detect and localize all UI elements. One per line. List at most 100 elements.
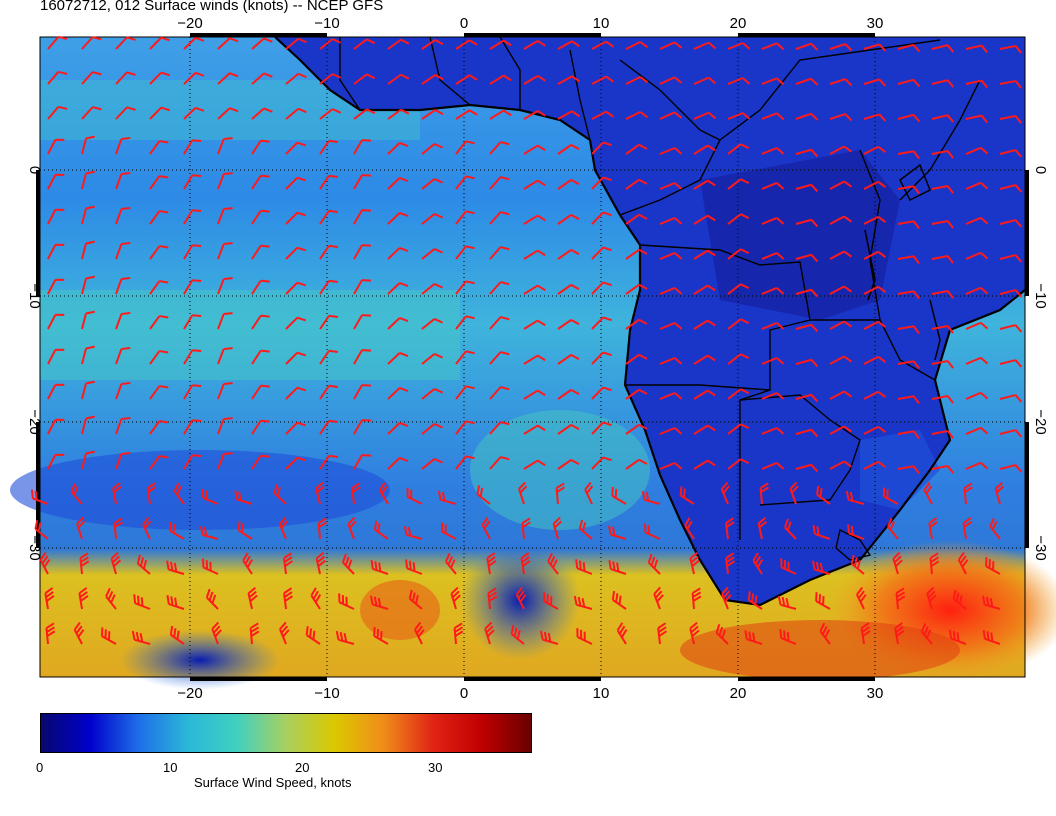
wind-barb [555,482,566,505]
wind-barb [183,419,202,435]
wind-barb [133,594,151,610]
wind-barb [387,422,409,435]
wind-barb [693,76,717,85]
wind-barb [999,79,1022,89]
wind-barb [761,427,785,435]
wind-barb [812,524,831,540]
wind-barb [679,486,695,505]
wind-barb [251,107,273,120]
lat-tick-label: −30 [1032,535,1049,560]
wind-barb [659,182,683,190]
wind-barb [285,176,307,190]
wind-barb [542,592,559,610]
wind-barb [829,113,853,122]
wind-barb [863,78,887,87]
wind-barb [591,110,615,120]
top-lon-labels: −20 −10 0 10 20 30 [177,15,883,32]
lon-tick-label: 10 [593,15,610,32]
wind-barb [251,349,270,365]
wind-barb [575,559,593,575]
wind-barb [829,425,852,435]
wind-barb [759,482,770,505]
wind-barb [931,255,954,264]
wind-barb [659,357,683,365]
wind-barb [81,106,102,120]
wind-barb [795,463,819,473]
wind-barb [557,318,580,330]
lon-tick-label: −10 [314,15,339,32]
wind-barb [850,554,865,575]
wind-barb [812,560,831,575]
wind-barb [405,559,423,575]
wind-barb [319,384,338,400]
wind-barb [727,143,750,155]
wind-barb [576,628,593,645]
wind-barb [897,43,921,53]
wind-barb [521,517,531,540]
wind-barb [183,244,202,260]
wind-barb [169,521,185,540]
wind-barb [335,630,355,645]
wind-barb [251,419,270,435]
wind-barb [47,278,65,295]
wind-barb [341,553,355,575]
coastlines [274,36,1026,607]
wind-barb [100,627,117,645]
wind-barb [999,394,1023,403]
wind-barb [149,140,169,155]
wind-barb [455,140,475,155]
wind-barb [47,348,65,365]
wind-barb [47,70,68,85]
wind-barb [584,481,594,505]
wind-barb [761,112,785,121]
wind-barb [113,517,124,540]
wind-barb [421,143,443,155]
wind-barb [81,345,95,365]
lon-tick-label: 30 [867,685,884,700]
lat-tick-label: −20 [26,409,43,434]
wind-barb [727,283,750,295]
wind-barb [353,209,371,225]
wind-barb [285,386,307,400]
wind-barb [625,283,648,295]
wind-barb [199,525,219,540]
wind-barb [547,552,559,575]
wind-barb [863,355,887,365]
wind-barb [421,213,443,225]
wind-barb [183,139,202,155]
wind-barb [863,43,887,52]
wind-barb [251,314,270,330]
wind-barb [115,106,136,120]
wind-barb [305,626,321,645]
wind-barb [863,460,887,470]
wind-barb [965,114,989,124]
wind-barb [931,465,954,474]
wind-barb [659,147,683,155]
wind-barb [149,280,169,295]
lat-tick-label: 0 [26,166,43,174]
wind-barb [863,390,887,400]
wind-barb [557,283,580,295]
wind-barb [237,521,253,540]
wind-barb [217,242,233,260]
wind-barb [999,289,1023,298]
wind-barb [863,320,887,330]
wind-barb [727,77,751,85]
wind-barb [897,325,920,335]
wind-barb [625,248,648,260]
wind-barb [727,248,750,260]
wind-barb [351,482,361,505]
wind-barb [693,424,716,435]
wind-barb [829,215,852,225]
lakes [864,163,941,361]
wind-barb [863,215,887,225]
wind-barb [47,138,65,155]
wind-barb [999,114,1022,124]
wind-barb [285,421,307,435]
lon-tick-label: 0 [460,15,468,32]
wind-barb [625,143,648,155]
wind-barb [81,275,95,295]
wind-barb [149,350,169,365]
wind-barb [931,290,954,299]
wind-barb [115,381,131,400]
